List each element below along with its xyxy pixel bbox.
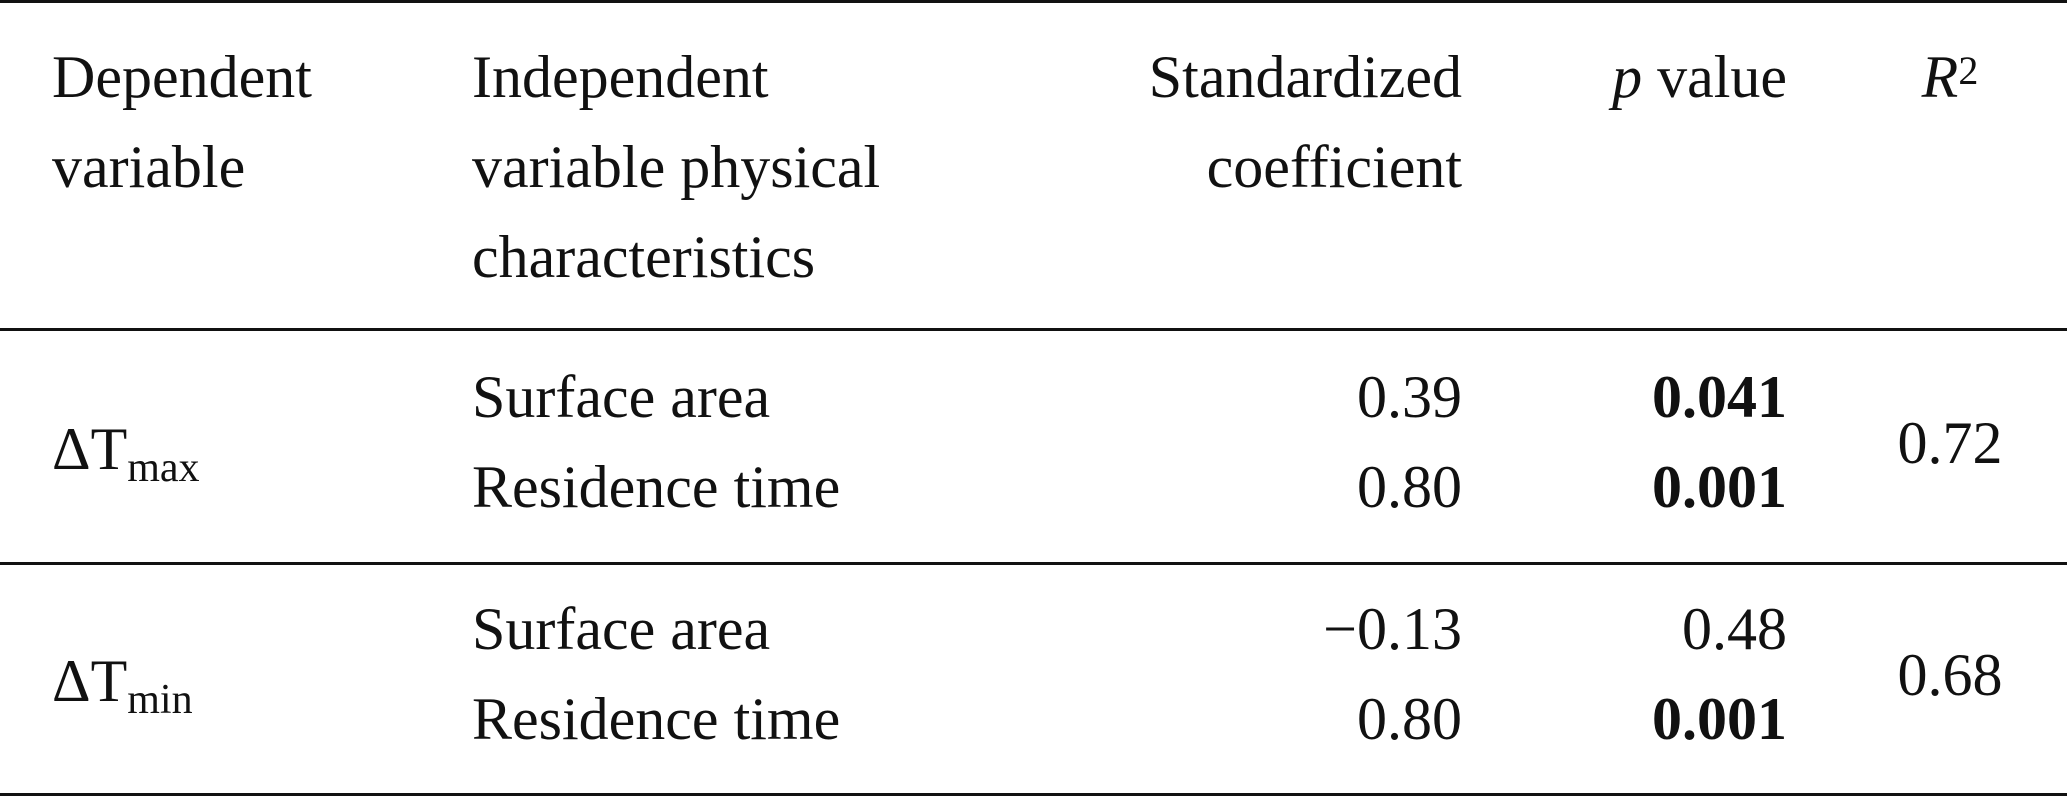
header-p-word: value [1642, 44, 1787, 110]
independent-variable-cell: Residence time [472, 686, 841, 752]
p-value-cell: 0.001 [1652, 454, 1787, 520]
header-rule [0, 328, 2067, 331]
header-r-squared: R2 [1860, 32, 2040, 122]
coefficient-cell: 0.39 [1357, 364, 1462, 430]
coefficient-cell: 0.80 [1357, 454, 1462, 520]
dependent-symbol: ΔT [52, 648, 128, 714]
header-standardized-coefficient: Standardized coefficient [1000, 32, 1462, 212]
header-r-exponent: 2 [1958, 48, 1979, 93]
header-coef-line2: coefficient [1206, 134, 1462, 200]
group-rule [0, 562, 2067, 565]
coefficient-cell: −0.13 [1323, 596, 1462, 662]
header-r-symbol: R [1921, 44, 1959, 110]
top-rule [0, 0, 2067, 3]
p-value-cell: 0.041 [1652, 364, 1787, 430]
header-p-value: p value [1480, 32, 1787, 122]
independent-variable-cell: Surface area [472, 364, 771, 430]
p-value-cell: 0.001 [1652, 686, 1787, 752]
r-squared-cell: 0.72 [1897, 410, 2003, 476]
dependent-subscript: min [127, 677, 193, 723]
p-value-cell: 0.48 [1682, 596, 1787, 662]
header-independent-variable: Independent variable physical characteri… [472, 32, 1032, 302]
header-independent-line3: characteristics [472, 224, 816, 290]
header-dependent-line1: Dependent [52, 44, 312, 110]
header-independent-line2: variable physical [472, 134, 881, 200]
dependent-symbol: ΔT [52, 416, 128, 482]
independent-variable-cell: Surface area [472, 596, 771, 662]
bottom-rule [0, 793, 2067, 796]
header-dependent-line2: variable [52, 134, 246, 200]
dependent-subscript: max [127, 445, 200, 491]
header-coef-line1: Standardized [1148, 44, 1462, 110]
r-squared-cell: 0.68 [1897, 642, 2003, 708]
independent-variable-cell: Residence time [472, 454, 841, 520]
header-p-symbol: p [1612, 44, 1643, 110]
header-independent-line1: Independent [472, 44, 769, 110]
header-dependent-variable: Dependent variable [52, 32, 432, 212]
group-dependent-variable: ΔTmax [52, 404, 200, 501]
group-dependent-variable: ΔTmin [52, 636, 193, 733]
coefficient-cell: 0.80 [1357, 686, 1462, 752]
